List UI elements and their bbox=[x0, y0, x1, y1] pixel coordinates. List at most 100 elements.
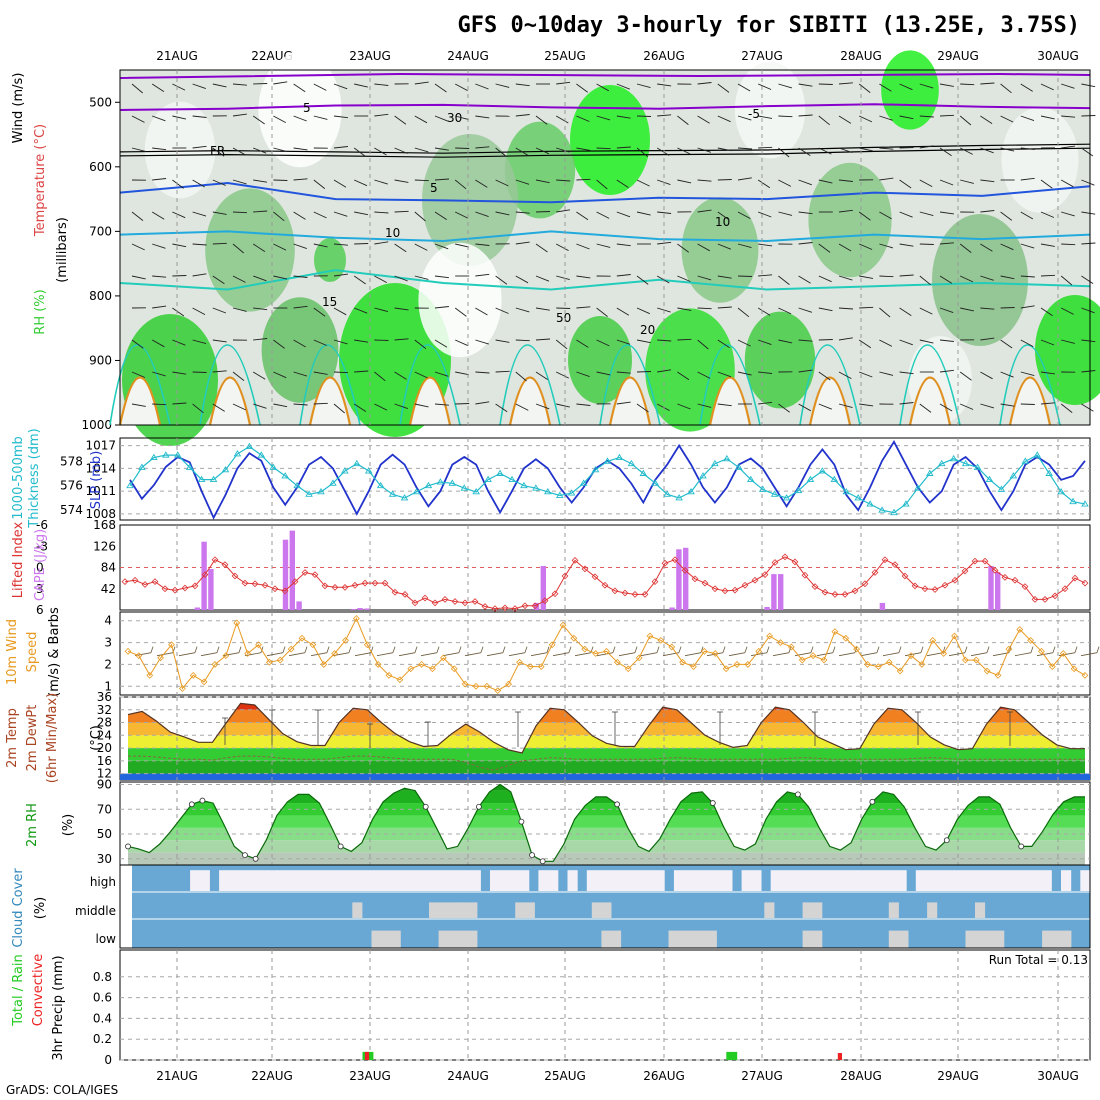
lifted-index-point bbox=[281, 587, 289, 595]
rh-unit-label: (%) bbox=[61, 814, 76, 837]
wind-barb bbox=[354, 370, 369, 373]
wind-barb bbox=[618, 652, 636, 657]
contour-label: 30 bbox=[447, 111, 462, 125]
wind-speed-point bbox=[461, 680, 469, 688]
lifted-index-point bbox=[641, 591, 649, 598]
wind-barb bbox=[515, 307, 530, 313]
wind-barb bbox=[556, 179, 571, 182]
wind-barb bbox=[568, 646, 572, 653]
cloud-cell bbox=[678, 930, 689, 948]
credit-label: GrADS: COLA/IGES bbox=[6, 1083, 118, 1097]
wind-barb bbox=[232, 211, 248, 214]
wind-barb bbox=[1030, 646, 1034, 653]
wind-barb bbox=[1060, 403, 1073, 413]
wind-barb bbox=[252, 371, 266, 380]
wind-barb bbox=[556, 403, 570, 408]
wind-speed-point bbox=[124, 647, 132, 655]
wind-barb bbox=[212, 307, 227, 314]
thickness-point bbox=[579, 479, 588, 486]
wind-barb bbox=[1061, 243, 1076, 246]
wind-speed-point bbox=[559, 621, 567, 629]
cloud-cell bbox=[927, 902, 938, 918]
wind-barb bbox=[798, 369, 813, 373]
wind-barb bbox=[293, 339, 306, 348]
wind-barb bbox=[374, 113, 389, 117]
cloud-cell bbox=[438, 902, 449, 918]
wind-speed-point bbox=[233, 619, 241, 627]
wind-barb bbox=[980, 371, 993, 380]
wind-barb bbox=[273, 243, 287, 251]
wind-barb bbox=[1020, 403, 1035, 405]
wind-speed-point bbox=[777, 639, 784, 646]
wind-barb bbox=[374, 275, 388, 283]
wind-barb bbox=[333, 211, 348, 217]
lifted-index-point bbox=[1071, 574, 1079, 582]
wind-barb bbox=[838, 209, 853, 213]
wind-barb bbox=[212, 242, 227, 245]
lifted-index-point bbox=[521, 602, 529, 610]
wind-barb bbox=[1000, 275, 1015, 280]
cloud-cell bbox=[683, 870, 694, 891]
li-tick-label: 6 bbox=[36, 603, 44, 617]
precip-tick-label: 0.8 bbox=[93, 970, 112, 984]
wind-barb bbox=[838, 82, 853, 85]
wind-barb bbox=[596, 243, 611, 248]
wind-barb bbox=[556, 81, 571, 85]
lifted-index-point bbox=[761, 571, 769, 578]
wind-speed-point bbox=[853, 645, 861, 653]
lifted-index-point bbox=[911, 582, 919, 590]
thickness-point bbox=[878, 506, 886, 513]
wind-barb bbox=[535, 147, 549, 155]
wind-barb bbox=[495, 83, 510, 88]
wind-barb bbox=[156, 652, 174, 657]
wind-barb bbox=[899, 243, 914, 247]
precip-convective-bar bbox=[364, 1051, 370, 1060]
wind-barb bbox=[854, 646, 858, 653]
wind-speed-point bbox=[722, 665, 730, 673]
cloud-unit-label: (%) bbox=[33, 897, 48, 920]
thickness-point bbox=[508, 475, 516, 483]
cloud-cell bbox=[925, 870, 936, 891]
thickness-point bbox=[914, 484, 922, 491]
wind-axis-label: 10m Wind bbox=[5, 619, 20, 685]
wind-barb bbox=[986, 646, 990, 653]
wind-barb bbox=[313, 371, 328, 375]
lifted-index-point bbox=[771, 559, 779, 566]
wind-barb bbox=[434, 403, 449, 406]
thickness-tick-label: 574 bbox=[60, 503, 83, 517]
thickness-point bbox=[1045, 469, 1053, 476]
wind-barb bbox=[238, 646, 242, 653]
cloud-cell bbox=[764, 902, 775, 918]
wind-barb bbox=[502, 646, 506, 653]
wind-barb bbox=[535, 307, 550, 311]
top-date-label: 30AUG bbox=[1037, 49, 1079, 63]
cloud-cell bbox=[888, 930, 899, 948]
isotherm-line bbox=[299, 344, 361, 426]
wind-barb bbox=[810, 646, 814, 653]
bottom-date-label: 21AUG bbox=[156, 1069, 198, 1083]
wind-barb bbox=[515, 241, 530, 245]
cloud-cell bbox=[277, 870, 288, 891]
lifted-index-point bbox=[191, 582, 199, 590]
wind-barb bbox=[717, 306, 732, 309]
wind-barb bbox=[398, 652, 416, 657]
wind-barb bbox=[333, 179, 347, 188]
slp-tick-label: 1017 bbox=[85, 439, 116, 453]
cloud-cell bbox=[812, 930, 823, 948]
wind-axis-label: (m/s) & Barbs bbox=[47, 607, 62, 697]
wind-barb bbox=[737, 115, 752, 121]
wind-barb bbox=[515, 147, 529, 156]
wind-barb bbox=[899, 211, 913, 218]
wind-speed-point bbox=[385, 671, 393, 679]
wind-barb bbox=[758, 211, 772, 218]
wind-speed-point bbox=[787, 643, 795, 651]
cloud-cell bbox=[596, 870, 607, 891]
wind-barb bbox=[1061, 211, 1075, 217]
cloud-cell bbox=[857, 870, 868, 891]
wind-speed-point bbox=[755, 647, 763, 655]
wind-barb bbox=[515, 403, 529, 411]
cloud-cell bbox=[741, 870, 752, 891]
thickness-point bbox=[830, 475, 839, 483]
bottom-date-label: 25AUG bbox=[544, 1069, 586, 1083]
thickness-point bbox=[842, 487, 851, 495]
